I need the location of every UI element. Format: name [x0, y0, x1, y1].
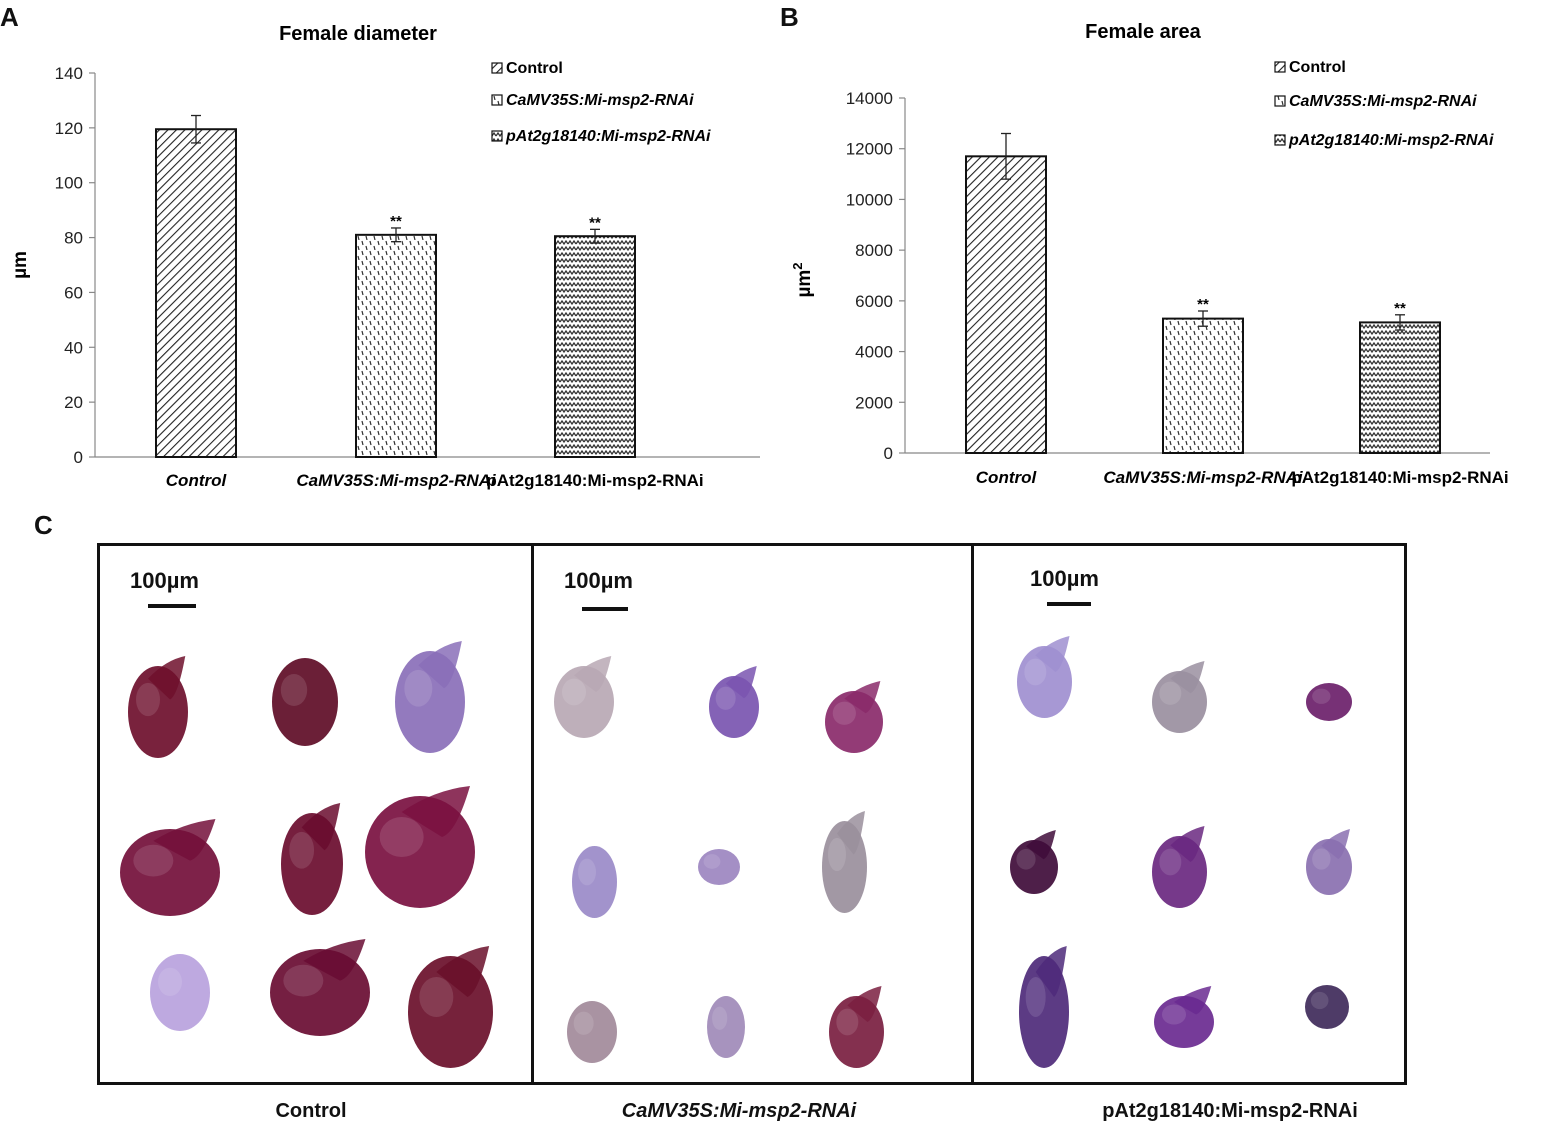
chart-b: Female area µm2 0 2000 4000 6000 8000 10000 1200… — [790, 21, 1509, 487]
legend-label: pAt2g18140:Mi-msp2-RNAi — [505, 128, 711, 145]
category-label: CaMV35S:Mi-msp2-RNAi — [1103, 468, 1304, 487]
chart-title: Female diameter — [279, 23, 437, 45]
nematode-female-specimen — [1305, 985, 1349, 1029]
charts-canvas: Female diameter µm 0 20 40 60 80 100 120 140 Contr… — [10, 21, 1509, 490]
bar-2 — [1359, 321, 1441, 454]
y-tick-label: 4000 — [855, 343, 893, 362]
chart-title: Female area — [1085, 21, 1202, 43]
nematode-female-specimen — [281, 803, 343, 915]
micrograph-frame: 100µm 100µm 100µm — [97, 543, 1407, 1085]
nematode-female-specimen — [571, 846, 617, 918]
nematode-female-specimen — [407, 946, 493, 1068]
nematode-female-specimen — [1151, 661, 1207, 733]
nematode-female-specimen — [1019, 946, 1069, 1068]
scale-label-pat2g18140: 100µm — [1030, 566, 1099, 591]
nematode-female-specimen — [825, 681, 883, 753]
significance-label: ** — [589, 214, 601, 231]
legend-label: CaMV35S:Mi-msp2-RNAi — [506, 92, 694, 109]
scale-label-camv35s: 100µm — [564, 568, 633, 593]
y-tick-label: 140 — [55, 64, 83, 83]
legend-label: Control — [1289, 59, 1346, 76]
category-label: Control — [976, 468, 1038, 487]
nematode-female-specimen — [698, 849, 740, 885]
significance-label: ** — [1394, 300, 1406, 317]
micrograph-label-camv35s: CaMV35S:Mi-msp2-RNAi — [621, 1100, 857, 1122]
nematode-female-specimen — [567, 1001, 617, 1063]
nematode-female-specimen — [272, 658, 338, 746]
y-tick-label: 10000 — [846, 190, 893, 209]
legend-label: Control — [506, 60, 563, 77]
bar-2 — [554, 235, 636, 458]
panel-letter-a: A — [0, 2, 19, 32]
nematode-female-specimen — [1306, 683, 1352, 721]
panel-letter-c: C — [34, 510, 53, 540]
y-tick-label: 60 — [64, 283, 83, 302]
nematode-female-specimen — [1016, 636, 1072, 718]
nematode-female-specimen — [270, 938, 370, 1036]
y-tick-label: 8000 — [855, 241, 893, 260]
bar-0 — [965, 155, 1047, 454]
bar-1 — [355, 233, 437, 458]
y-tick-label: 120 — [55, 119, 83, 138]
category-label: Control — [166, 471, 228, 490]
scale-label-control: 100µm — [130, 568, 199, 593]
y-tick-label: 100 — [55, 174, 83, 193]
nematode-female-specimen — [120, 818, 220, 916]
nematode-female-specimen — [150, 953, 210, 1031]
micrograph-panel-camv35s: 100µm — [534, 546, 971, 1082]
y-tick-label: 40 — [64, 338, 83, 357]
micrograph-label-control: Control — [275, 1100, 347, 1122]
legend-swatch — [491, 94, 503, 106]
y-tick-label: 20 — [64, 393, 83, 412]
micrograph-divider-1 — [531, 546, 534, 1082]
legend-label: pAt2g18140:Mi-msp2-RNAi — [1288, 132, 1494, 149]
y-axis-label: µm — [10, 251, 31, 279]
category-label: pAt2g18140:Mi-msp2-RNAi — [486, 471, 703, 490]
significance-label: ** — [1197, 296, 1209, 313]
nematode-female-specimen — [554, 656, 614, 738]
y-axis-label: µm2 — [790, 262, 815, 297]
significance-label: ** — [390, 213, 402, 230]
micrograph-panel-pat2g18140: 100µm — [974, 546, 1404, 1082]
scale-bar-control — [148, 604, 196, 608]
y-tick-label: 12000 — [846, 140, 893, 159]
micrograph-panel-control: 100µm — [100, 546, 533, 1082]
nematode-female-specimen — [1151, 826, 1207, 908]
legend-swatch — [491, 130, 503, 142]
nematode-female-specimen — [365, 786, 475, 908]
nematode-female-specimen — [1154, 986, 1214, 1048]
nematode-female-specimen — [128, 656, 188, 758]
legend-swatch — [1274, 61, 1286, 73]
legend-swatch — [1274, 134, 1286, 146]
legend-label: CaMV35S:Mi-msp2-RNAi — [1289, 93, 1477, 110]
nematode-female-specimen — [828, 986, 884, 1068]
legend-swatch — [1274, 95, 1286, 107]
bar-1 — [1162, 317, 1244, 454]
nematode-female-specimen — [395, 641, 465, 753]
y-tick-label: 6000 — [855, 292, 893, 311]
nematode-female-specimen — [707, 996, 745, 1058]
scale-bar-pat2g18140 — [1047, 602, 1091, 606]
micrograph-divider-2 — [971, 546, 974, 1082]
panel-letter-b: B — [780, 2, 799, 32]
category-label: pAt2g18140:Mi-msp2-RNAi — [1291, 468, 1508, 487]
y-tick-label: 80 — [64, 229, 83, 248]
y-tick-label: 0 — [884, 444, 893, 463]
y-tick-label: 2000 — [855, 393, 893, 412]
y-tick-label: 0 — [74, 448, 83, 467]
chart-a: Female diameter µm 0 20 40 60 80 100 120 140 Contr… — [10, 23, 760, 490]
nematode-female-specimen — [709, 666, 759, 738]
nematode-female-specimen — [1306, 829, 1352, 895]
category-label: CaMV35S:Mi-msp2-RNAi — [296, 471, 497, 490]
nematode-female-specimen — [1010, 830, 1058, 894]
bar-0 — [155, 128, 237, 458]
scale-bar-camv35s — [582, 607, 628, 611]
nematode-female-specimen — [821, 811, 867, 913]
y-tick-label: 14000 — [846, 89, 893, 108]
micrograph-label-pat2g18140: pAt2g18140:Mi-msp2-RNAi — [1102, 1100, 1358, 1122]
legend-swatch — [491, 62, 503, 74]
